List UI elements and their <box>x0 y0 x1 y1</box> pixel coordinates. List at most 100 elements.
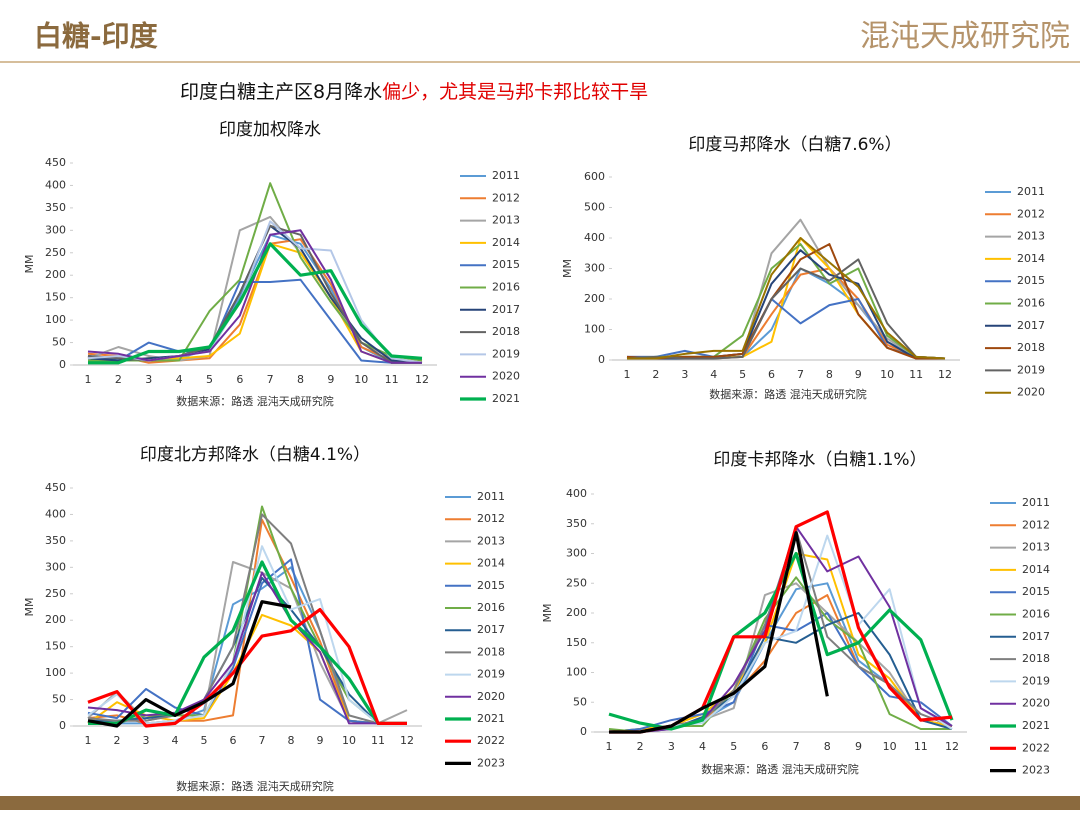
legend-label: 2016 <box>492 281 520 294</box>
legend-label: 2022 <box>477 734 505 747</box>
x-tick-label: 11 <box>385 373 399 386</box>
legend-label: 2013 <box>492 214 520 227</box>
legend-label: 2018 <box>477 645 505 658</box>
legend-label: 2017 <box>477 623 505 636</box>
legend-label: 2016 <box>477 601 505 614</box>
y-tick-label: 350 <box>566 517 587 530</box>
y-axis-label: MM <box>23 255 36 274</box>
legend-label: 2016 <box>1017 297 1045 310</box>
headline: 印度白糖主产区8月降水偏少，尤其是马邦卡邦比较干旱 <box>180 81 648 103</box>
y-tick-label: 250 <box>566 576 587 589</box>
logo: 混沌天成研究院 <box>860 19 1070 54</box>
legend-label: 2015 <box>1022 585 1050 598</box>
y-tick-label: 300 <box>566 547 587 560</box>
x-tick-label: 4 <box>710 368 717 381</box>
legend-label: 2021 <box>477 712 505 725</box>
header-title: 白糖-印度 <box>34 20 158 53</box>
x-tick-label: 4 <box>172 734 179 747</box>
x-tick-label: 12 <box>415 373 429 386</box>
series-line <box>608 612 953 733</box>
y-tick-label: 100 <box>45 666 66 679</box>
legend-label: 2013 <box>1017 230 1045 243</box>
x-tick-label: 8 <box>824 740 831 753</box>
x-tick-label: 2 <box>114 734 121 747</box>
x-tick-label: 11 <box>914 740 928 753</box>
legend-label: 2021 <box>492 392 520 405</box>
x-tick-label: 5 <box>730 740 737 753</box>
y-tick-label: 150 <box>45 640 66 653</box>
y-tick-label: 300 <box>584 262 605 275</box>
x-tick-label: 7 <box>267 373 274 386</box>
y-tick-label: 200 <box>566 606 587 619</box>
legend-label: 2023 <box>477 756 505 769</box>
x-tick-label: 5 <box>201 734 208 747</box>
legend-label: 2012 <box>1017 207 1045 220</box>
series-line <box>87 600 292 728</box>
y-tick-label: 400 <box>566 487 587 500</box>
legend-label: 2011 <box>492 169 520 182</box>
x-tick-label: 1 <box>624 368 631 381</box>
x-tick-label: 9 <box>855 368 862 381</box>
series-line <box>87 278 422 364</box>
y-tick-label: 350 <box>45 534 66 547</box>
x-tick-label: 10 <box>883 740 897 753</box>
series-line <box>87 238 423 364</box>
chart-title: 印度加权降水 <box>219 120 321 140</box>
legend-label: 2023 <box>1022 764 1050 777</box>
x-tick-label: 2 <box>652 368 659 381</box>
y-tick-label: 250 <box>45 246 66 259</box>
legend-label: 2020 <box>1017 386 1045 399</box>
x-tick-label: 11 <box>371 734 385 747</box>
x-tick-label: 4 <box>176 373 183 386</box>
x-tick-label: 6 <box>768 368 775 381</box>
legend-label: 2012 <box>492 191 520 204</box>
x-tick-label: 1 <box>85 734 92 747</box>
x-tick-label: 7 <box>797 368 804 381</box>
chart-title: 印度马邦降水（白糖7.6%） <box>688 135 901 155</box>
y-tick-label: 0 <box>598 353 605 366</box>
series-line <box>626 258 946 360</box>
legend-label: 2014 <box>1017 252 1045 265</box>
x-tick-label: 8 <box>288 734 295 747</box>
legend-label: 2018 <box>492 325 520 338</box>
y-tick-label: 300 <box>45 560 66 573</box>
x-tick-label: 1 <box>606 740 613 753</box>
y-tick-label: 600 <box>584 170 605 183</box>
x-tick-label: 8 <box>297 373 304 386</box>
x-tick-label: 7 <box>793 740 800 753</box>
x-tick-label: 9 <box>855 740 862 753</box>
series-line <box>627 237 946 360</box>
legend-label: 2016 <box>1022 608 1050 621</box>
legend-label: 2019 <box>1017 363 1045 376</box>
y-tick-label: 100 <box>584 323 605 336</box>
y-axis-label: MM <box>23 598 36 617</box>
legend-label: 2020 <box>1022 697 1050 710</box>
x-tick-label: 6 <box>230 734 237 747</box>
series-line <box>87 571 407 725</box>
x-tick-label: 3 <box>145 373 152 386</box>
legend-label: 2015 <box>477 579 505 592</box>
x-tick-label: 5 <box>739 368 746 381</box>
series-line <box>609 531 829 734</box>
x-tick-label: 4 <box>699 740 706 753</box>
y-tick-label: 400 <box>45 507 66 520</box>
legend-label: 2019 <box>477 668 505 681</box>
x-tick-label: 10 <box>354 373 368 386</box>
y-tick-label: 400 <box>584 231 605 244</box>
x-tick-label: 8 <box>826 368 833 381</box>
y-tick-label: 200 <box>45 613 66 626</box>
y-tick-label: 50 <box>52 693 66 706</box>
legend-label: 2015 <box>1017 274 1045 287</box>
y-tick-label: 0 <box>59 358 66 371</box>
chart-title: 印度北方邦降水（白糖4.1%） <box>140 445 370 465</box>
legend-label: 2017 <box>1017 319 1045 332</box>
series-line <box>87 608 407 728</box>
x-tick-label: 10 <box>880 368 894 381</box>
legend-label: 2019 <box>1022 674 1050 687</box>
legend-label: 2013 <box>1022 541 1050 554</box>
x-tick-label: 1 <box>85 373 92 386</box>
headline-black: 印度白糖主产区8月降水 <box>180 81 382 103</box>
x-tick-label: 3 <box>681 368 688 381</box>
x-tick-label: 10 <box>342 734 356 747</box>
